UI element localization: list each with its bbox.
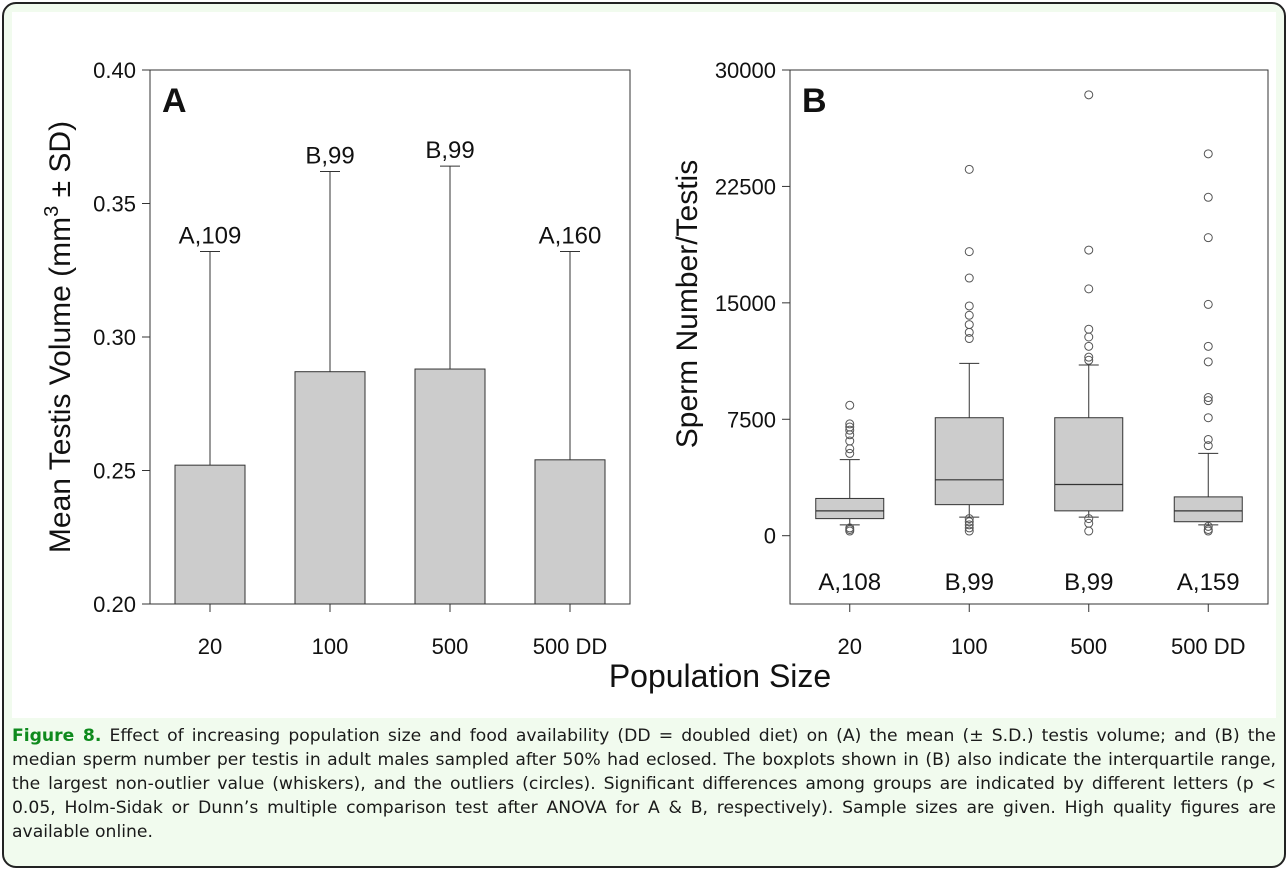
caption-label: Figure 8.	[12, 726, 102, 746]
data-label-b-100: B,99	[945, 569, 994, 596]
data-label-500: B,99	[425, 137, 474, 164]
outlier-100-8	[964, 310, 974, 320]
outlier-100-6	[964, 327, 974, 337]
data-label-20: A,109	[179, 223, 242, 250]
y-tick-label-b-30000: 30000	[715, 58, 776, 83]
shared-x-axis-label: Population Size	[609, 658, 831, 694]
panel-b-box-plot: A,108 20 B,99 100 B,99 500 A,159 500 DD 0 7500 150…	[671, 58, 1269, 659]
outlier-20-6	[845, 430, 855, 440]
bar-100	[294, 371, 366, 605]
outlier-500-9	[1084, 245, 1094, 255]
outlier-20-7	[845, 425, 855, 435]
y-axis-label-a: Mean Testis Volume (mm3 ± SD)	[41, 121, 77, 553]
outlier-100-11	[964, 247, 974, 257]
x-tick-label-100: 100	[312, 634, 349, 659]
outlier-20-10	[845, 400, 855, 410]
data-label-b-500: B,99	[1064, 569, 1113, 596]
outlier-500-8	[1084, 284, 1094, 294]
panel-a-bar-chart: A,109 20 B,99 100 B,99 500 A,160 500 DD 0.20 0.25…	[41, 58, 631, 659]
x-tick-label-20: 20	[198, 634, 222, 659]
y-tick-label-a-0.35: 0.35	[93, 192, 136, 217]
bar-500 DD	[534, 459, 606, 605]
outlier-20-3	[845, 448, 855, 458]
outlier-500-5	[1084, 341, 1094, 351]
y-tick-label-b-7500: 7500	[727, 407, 776, 432]
y-tick-label-a-0.25: 0.25	[93, 459, 136, 484]
outlier-100-12	[964, 164, 974, 174]
outlier-500 DD-9	[1203, 341, 1213, 351]
x-tick-label-b-500: 500	[1070, 634, 1107, 659]
outlier-500-1	[1084, 518, 1094, 528]
outlier-500-6	[1084, 332, 1094, 342]
outlier-100-1	[964, 523, 974, 533]
box-100	[934, 417, 1004, 506]
box-500 DD	[1173, 496, 1243, 523]
outlier-500-2	[1084, 514, 1094, 524]
panel-label-a: A	[162, 82, 187, 120]
y-tick-label-a-0.20: 0.20	[93, 592, 136, 617]
x-tick-label-b-20: 20	[838, 634, 862, 659]
figure-caption: Figure 8. Effect of increasing populatio…	[12, 724, 1276, 844]
outlier-500 DD-10	[1203, 299, 1213, 309]
outlier-500 DD-7	[1203, 393, 1213, 403]
outlier-500-4	[1084, 352, 1094, 362]
outlier-100-0	[964, 526, 974, 536]
bar-20	[174, 464, 246, 605]
caption-text: Effect of increasing population size and…	[12, 726, 1276, 842]
y-tick-label-b-15000: 15000	[715, 291, 776, 316]
outlier-100-4	[964, 514, 974, 524]
outlier-100-2	[964, 520, 974, 530]
y-axis-label-b: Sperm Number/Testis	[671, 160, 704, 448]
outlier-20-2	[845, 523, 855, 533]
y-tick-label-a-0.30: 0.30	[93, 325, 136, 350]
outlier-500 DD-6	[1203, 396, 1213, 406]
outlier-500-3	[1084, 355, 1094, 365]
outlier-20-9	[845, 419, 855, 429]
outlier-500 DD-4	[1203, 434, 1213, 444]
figure-charts: A,109 20 B,99 100 B,99 500 A,160 500 DD 0.20 0.25…	[41, 58, 1269, 694]
outlier-100-5	[964, 334, 974, 344]
outlier-500-0	[1084, 526, 1094, 536]
box-500	[1054, 417, 1124, 512]
outlier-500 DD-8	[1203, 357, 1213, 367]
outlier-20-8	[845, 422, 855, 432]
data-label-b-500 DD: A,159	[1177, 569, 1240, 596]
outlier-500 DD-11	[1203, 233, 1213, 243]
outlier-500 DD-3	[1203, 441, 1213, 451]
data-label-b-20: A,108	[818, 569, 881, 596]
x-tick-label-500 DD: 500 DD	[533, 634, 608, 659]
outlier-100-10	[964, 273, 974, 283]
outlier-100-7	[964, 320, 974, 330]
figure-area: A,109 20 B,99 100 B,99 500 A,160 500 DD 0.20 0.25…	[12, 12, 1276, 718]
y-tick-label-b-22500: 22500	[715, 174, 776, 199]
data-label-100: B,99	[305, 142, 354, 169]
bar-500	[414, 368, 486, 605]
x-tick-label-b-500 DD: 500 DD	[1171, 634, 1246, 659]
y-tick-label-b-0: 0	[764, 524, 776, 549]
box-20	[815, 497, 885, 520]
outlier-20-4	[845, 444, 855, 454]
x-tick-label-500: 500	[432, 634, 469, 659]
outlier-500-7	[1084, 324, 1094, 334]
outlier-500 DD-2	[1203, 521, 1213, 531]
data-label-500 DD: A,160	[539, 223, 602, 250]
outlier-500-10	[1084, 90, 1094, 100]
outlier-500 DD-5	[1203, 413, 1213, 423]
outlier-100-9	[964, 301, 974, 311]
outlier-100-3	[964, 517, 974, 527]
x-tick-label-b-100: 100	[951, 634, 988, 659]
plot-frame-b	[789, 69, 1269, 605]
outlier-20-5	[845, 436, 855, 446]
outlier-500 DD-1	[1203, 524, 1213, 534]
y-tick-label-a-0.40: 0.40	[93, 58, 136, 83]
panel-label-b: B	[802, 82, 827, 120]
outlier-500 DD-13	[1203, 149, 1213, 159]
outlier-500 DD-12	[1203, 192, 1213, 202]
